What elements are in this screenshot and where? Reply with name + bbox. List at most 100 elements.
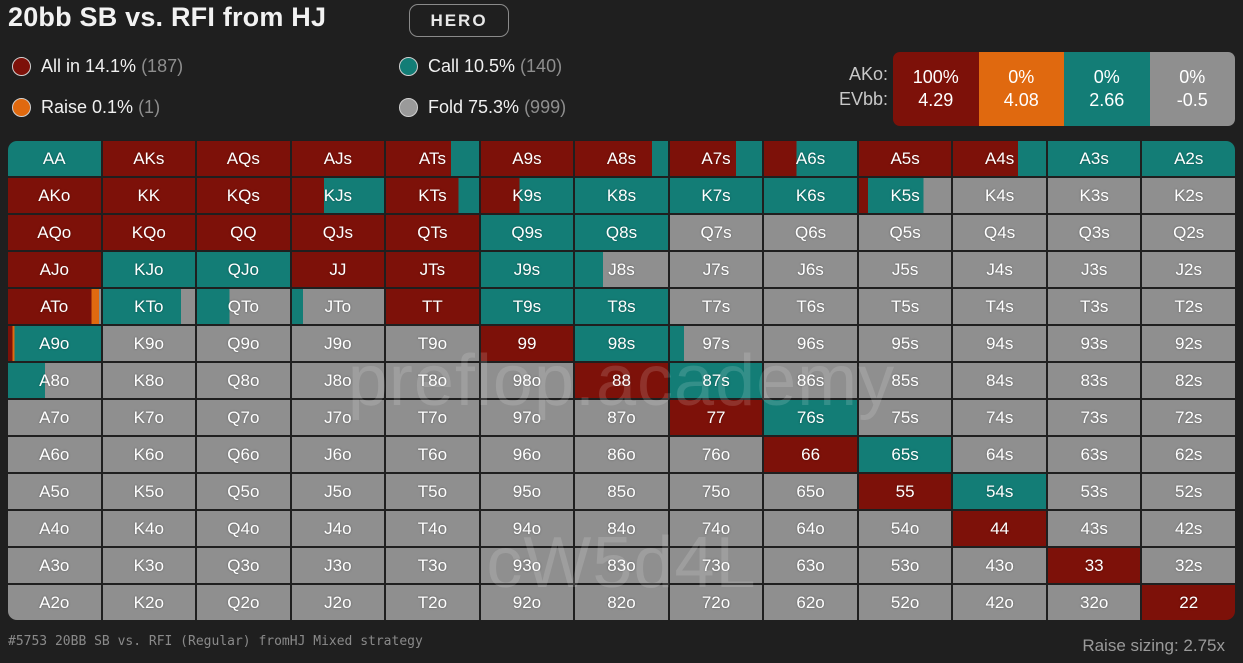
hand-cell-T9s[interactable]: T9s	[480, 289, 574, 324]
hand-cell-K4s[interactable]: K4s	[953, 178, 1046, 213]
hand-cell-62o[interactable]: 62o	[764, 585, 857, 620]
hand-cell-32o[interactable]: 32o	[1047, 585, 1141, 620]
hand-cell-K3o[interactable]: K3o	[102, 548, 196, 583]
hand-cell-A2s[interactable]: A2s	[1142, 141, 1235, 176]
hand-cell-KQs[interactable]: KQs	[197, 178, 290, 213]
hand-cell-Q6o[interactable]: Q6o	[197, 437, 290, 472]
hand-cell-JJ[interactable]: JJ	[291, 252, 385, 287]
hero-badge-button[interactable]: HERO	[409, 4, 509, 37]
hand-cell-KTs[interactable]: KTs	[386, 178, 479, 213]
hand-cell-Q7s[interactable]: Q7s	[669, 215, 763, 250]
hand-cell-88[interactable]: 88	[575, 363, 668, 398]
hand-cell-T6o[interactable]: T6o	[386, 437, 479, 472]
hand-cell-82s[interactable]: 82s	[1142, 363, 1235, 398]
hand-cell-JTs[interactable]: JTs	[386, 252, 479, 287]
hand-cell-J2s[interactable]: J2s	[1142, 252, 1235, 287]
hand-cell-A6s[interactable]: A6s	[764, 141, 857, 176]
hand-cell-ATo[interactable]: ATo	[8, 289, 101, 324]
hand-cell-77[interactable]: 77	[669, 400, 763, 435]
hand-cell-76o[interactable]: 76o	[669, 437, 763, 472]
hand-cell-J9s[interactable]: J9s	[480, 252, 574, 287]
hand-cell-T9o[interactable]: T9o	[386, 326, 479, 361]
hand-cell-T5o[interactable]: T5o	[386, 474, 479, 509]
hand-cell-A5o[interactable]: A5o	[8, 474, 101, 509]
hand-cell-63o[interactable]: 63o	[764, 548, 857, 583]
hand-cell-QQ[interactable]: QQ	[197, 215, 290, 250]
hand-cell-A9o[interactable]: A9o	[8, 326, 101, 361]
hand-cell-A7s[interactable]: A7s	[669, 141, 763, 176]
hand-cell-Q4o[interactable]: Q4o	[197, 511, 290, 546]
hand-cell-T2s[interactable]: T2s	[1142, 289, 1235, 324]
hand-cell-Q5s[interactable]: Q5s	[858, 215, 952, 250]
hand-cell-A8o[interactable]: A8o	[8, 363, 101, 398]
hand-cell-Q9s[interactable]: Q9s	[480, 215, 574, 250]
hand-cell-93s[interactable]: 93s	[1047, 326, 1141, 361]
hand-cell-52s[interactable]: 52s	[1142, 474, 1235, 509]
hand-cell-92s[interactable]: 92s	[1142, 326, 1235, 361]
hand-cell-KK[interactable]: KK	[102, 178, 196, 213]
hand-cell-82o[interactable]: 82o	[575, 585, 668, 620]
hand-cell-JTo[interactable]: JTo	[291, 289, 385, 324]
hand-cell-76s[interactable]: 76s	[764, 400, 857, 435]
hand-cell-J9o[interactable]: J9o	[291, 326, 385, 361]
hand-cell-66[interactable]: 66	[764, 437, 857, 472]
hand-cell-ATs[interactable]: ATs	[386, 141, 479, 176]
hand-cell-K2o[interactable]: K2o	[102, 585, 196, 620]
hand-cell-J5o[interactable]: J5o	[291, 474, 385, 509]
hand-cell-K8s[interactable]: K8s	[575, 178, 668, 213]
hand-cell-KQo[interactable]: KQo	[102, 215, 196, 250]
hand-cell-AKo[interactable]: AKo	[8, 178, 101, 213]
hand-cell-64o[interactable]: 64o	[764, 511, 857, 546]
hand-cell-T7o[interactable]: T7o	[386, 400, 479, 435]
hand-cell-T8s[interactable]: T8s	[575, 289, 668, 324]
hand-cell-K2s[interactable]: K2s	[1142, 178, 1235, 213]
hand-cell-84o[interactable]: 84o	[575, 511, 668, 546]
hand-cell-Q9o[interactable]: Q9o	[197, 326, 290, 361]
hand-cell-72o[interactable]: 72o	[669, 585, 763, 620]
hand-cell-KJs[interactable]: KJs	[291, 178, 385, 213]
hand-cell-Q8o[interactable]: Q8o	[197, 363, 290, 398]
hand-cell-97o[interactable]: 97o	[480, 400, 574, 435]
hand-cell-87s[interactable]: 87s	[669, 363, 763, 398]
hand-cell-52o[interactable]: 52o	[858, 585, 952, 620]
hand-cell-AJs[interactable]: AJs	[291, 141, 385, 176]
hand-cell-53s[interactable]: 53s	[1047, 474, 1141, 509]
hand-cell-J7s[interactable]: J7s	[669, 252, 763, 287]
hand-cell-KTo[interactable]: KTo	[102, 289, 196, 324]
hand-cell-J3s[interactable]: J3s	[1047, 252, 1141, 287]
hand-cell-AJo[interactable]: AJo	[8, 252, 101, 287]
hand-cell-22[interactable]: 22	[1142, 585, 1235, 620]
hand-cell-K6s[interactable]: K6s	[764, 178, 857, 213]
hand-cell-A8s[interactable]: A8s	[575, 141, 668, 176]
hand-cell-K7s[interactable]: K7s	[669, 178, 763, 213]
hand-cell-73o[interactable]: 73o	[669, 548, 763, 583]
hand-cell-A2o[interactable]: A2o	[8, 585, 101, 620]
hand-cell-65o[interactable]: 65o	[764, 474, 857, 509]
hand-cell-A4o[interactable]: A4o	[8, 511, 101, 546]
hand-cell-AKs[interactable]: AKs	[102, 141, 196, 176]
hand-cell-33[interactable]: 33	[1047, 548, 1141, 583]
hand-cell-Q4s[interactable]: Q4s	[953, 215, 1046, 250]
hand-cell-75s[interactable]: 75s	[858, 400, 952, 435]
hand-cell-42s[interactable]: 42s	[1142, 511, 1235, 546]
hand-cell-98s[interactable]: 98s	[575, 326, 668, 361]
hand-cell-A3o[interactable]: A3o	[8, 548, 101, 583]
hand-cell-99[interactable]: 99	[480, 326, 574, 361]
hand-cell-62s[interactable]: 62s	[1142, 437, 1235, 472]
hand-cell-84s[interactable]: 84s	[953, 363, 1046, 398]
hand-cell-94s[interactable]: 94s	[953, 326, 1046, 361]
hand-cell-85s[interactable]: 85s	[858, 363, 952, 398]
hand-cell-Q8s[interactable]: Q8s	[575, 215, 668, 250]
hand-cell-Q7o[interactable]: Q7o	[197, 400, 290, 435]
hand-cell-J8s[interactable]: J8s	[575, 252, 668, 287]
hand-cell-83o[interactable]: 83o	[575, 548, 668, 583]
hand-cell-97s[interactable]: 97s	[669, 326, 763, 361]
hand-cell-K8o[interactable]: K8o	[102, 363, 196, 398]
hand-cell-65s[interactable]: 65s	[858, 437, 952, 472]
hand-cell-A9s[interactable]: A9s	[480, 141, 574, 176]
hand-cell-J6o[interactable]: J6o	[291, 437, 385, 472]
hand-cell-95s[interactable]: 95s	[858, 326, 952, 361]
hand-cell-86s[interactable]: 86s	[764, 363, 857, 398]
hand-cell-KJo[interactable]: KJo	[102, 252, 196, 287]
hand-cell-87o[interactable]: 87o	[575, 400, 668, 435]
